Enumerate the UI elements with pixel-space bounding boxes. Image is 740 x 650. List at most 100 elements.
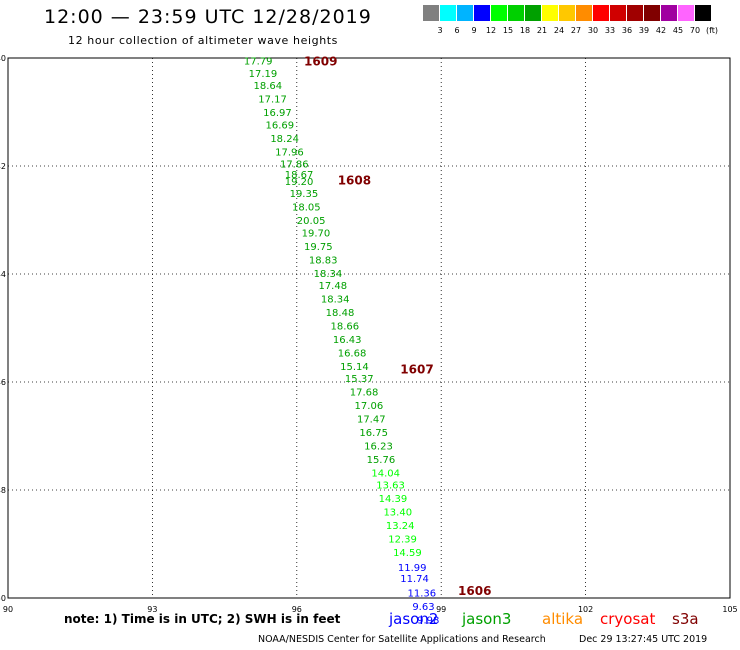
legend-altika: altika bbox=[542, 610, 584, 628]
wave-height-label: 16.69 bbox=[266, 120, 295, 131]
wave-height-label: 14.04 bbox=[371, 469, 400, 480]
wave-height-label: 13.40 bbox=[383, 508, 412, 519]
wave-height-label: 18.83 bbox=[309, 255, 338, 266]
wave-height-label: 17.17 bbox=[258, 95, 287, 106]
colorbar-label: 39 bbox=[638, 26, 650, 35]
colorbar-label: 45 bbox=[672, 26, 684, 35]
lat-tick-label: -46 bbox=[0, 378, 6, 387]
wave-height-label: 16.75 bbox=[359, 428, 388, 439]
colorbar-label: (ft) bbox=[705, 26, 719, 35]
colorbar-swatch bbox=[559, 5, 575, 21]
colorbar-label: 24 bbox=[553, 26, 565, 35]
colorbar-swatch bbox=[440, 5, 456, 21]
wave-height-label: 17.06 bbox=[355, 401, 384, 412]
wave-height-label: 18.05 bbox=[292, 203, 321, 214]
colorbar-label: 6 bbox=[454, 26, 460, 35]
colorbar-swatch bbox=[593, 5, 609, 21]
colorbar-swatch bbox=[525, 5, 541, 21]
wave-height-label: 9.98 bbox=[417, 616, 439, 627]
colorbar-label: 30 bbox=[587, 26, 599, 35]
wave-height-label: 18.67 bbox=[285, 170, 314, 181]
colorbar-swatch bbox=[491, 5, 507, 21]
wave-height-label: 17.68 bbox=[350, 388, 379, 399]
wave-height-label: 13.24 bbox=[386, 521, 415, 532]
wave-height-label: 16.23 bbox=[364, 442, 393, 453]
footer-note: note: 1) Time is in UTC; 2) SWH is in fe… bbox=[64, 612, 341, 626]
lon-tick-label: 105 bbox=[722, 605, 737, 614]
colorbar-label: 33 bbox=[604, 26, 616, 35]
lat-tick-label: -50 bbox=[0, 594, 6, 603]
legend-s3a: s3a bbox=[672, 610, 699, 628]
colorbar-swatch bbox=[457, 5, 473, 21]
timestamp-text: Dec 29 13:27:45 UTC 2019 bbox=[579, 634, 708, 645]
lat-tick-label: -44 bbox=[0, 270, 6, 279]
colorbar-label: 18 bbox=[519, 26, 531, 35]
colorbar-swatch bbox=[610, 5, 626, 21]
wave-height-label: 18.48 bbox=[326, 308, 355, 319]
wave-height-label: 20.05 bbox=[297, 216, 326, 227]
wave-height-label: 18.34 bbox=[314, 269, 343, 280]
pass-number-label: 1608 bbox=[338, 174, 371, 188]
pass-number-label: 1607 bbox=[400, 363, 433, 377]
wave-height-label: 16.43 bbox=[333, 335, 362, 346]
colorbar-label: 70 bbox=[689, 26, 701, 35]
lon-tick-label: 96 bbox=[292, 605, 302, 614]
colorbar-label: 15 bbox=[502, 26, 514, 35]
lat-tick-label: -48 bbox=[0, 486, 6, 495]
wave-height-label: 11.36 bbox=[408, 589, 437, 600]
wave-height-label: 14.59 bbox=[393, 548, 422, 559]
wave-height-label: 18.24 bbox=[270, 134, 299, 145]
wave-height-label: 16.68 bbox=[338, 348, 367, 359]
wave-height-label: 17.86 bbox=[280, 159, 309, 170]
map-frame bbox=[7, 57, 731, 599]
lon-tick-label: 99 bbox=[436, 605, 446, 614]
colorbar-swatch bbox=[695, 5, 711, 21]
colorbar-swatch bbox=[474, 5, 490, 21]
lon-tick-label: 90 bbox=[3, 605, 13, 614]
wave-height-label: 15.76 bbox=[367, 455, 396, 466]
chart-title: 12:00 — 23:59 UTC 12/28/2019 bbox=[44, 6, 372, 28]
legend-cryosat: cryosat bbox=[600, 610, 656, 628]
wave-height-label: 17.19 bbox=[249, 69, 278, 80]
wave-height-label: 18.66 bbox=[330, 321, 359, 332]
wave-height-label: 9.63 bbox=[412, 602, 434, 613]
colorbar-swatch bbox=[644, 5, 660, 21]
chart-subtitle: 12 hour collection of altimeter wave hei… bbox=[68, 34, 339, 47]
colorbar-label: 21 bbox=[536, 26, 548, 35]
credit-text: NOAA/NESDIS Center for Satellite Applica… bbox=[258, 634, 546, 645]
wave-height-label: 19.70 bbox=[302, 228, 331, 239]
colorbar-label: 12 bbox=[485, 26, 497, 35]
lon-tick-label: 102 bbox=[578, 605, 593, 614]
colorbar-swatch bbox=[627, 5, 643, 21]
wave-height-label: 16.97 bbox=[263, 108, 292, 119]
wave-height-label: 11.99 bbox=[398, 563, 427, 574]
wave-height-label: 18.34 bbox=[321, 294, 350, 305]
colorbar-label: 9 bbox=[471, 26, 477, 35]
wave-height-label: 11.74 bbox=[400, 574, 429, 585]
colorbar-label: 27 bbox=[570, 26, 582, 35]
lat-tick-label: -42 bbox=[0, 162, 6, 171]
wave-height-label: 17.96 bbox=[275, 147, 304, 158]
wave-height-label: 12.39 bbox=[388, 535, 417, 546]
wave-height-label: 17.79 bbox=[244, 57, 273, 68]
wave-height-label: 19.35 bbox=[290, 189, 319, 200]
colorbar-swatch bbox=[661, 5, 677, 21]
pass-number-label: 1606 bbox=[458, 584, 491, 598]
colorbar-swatch bbox=[576, 5, 592, 21]
legend-jason2: jason2 bbox=[389, 610, 439, 628]
wave-height-label: 19.75 bbox=[304, 242, 333, 253]
wave-height-label: 18.64 bbox=[253, 81, 282, 92]
colorbar-swatch bbox=[423, 5, 439, 21]
colorbar-label: 36 bbox=[621, 26, 633, 35]
colorbar-label: 3 bbox=[437, 26, 443, 35]
lat-tick-label: -40 bbox=[0, 54, 6, 63]
wave-height-label: 13.63 bbox=[376, 481, 405, 492]
colorbar-label: 42 bbox=[655, 26, 667, 35]
colorbar-swatch bbox=[542, 5, 558, 21]
wave-height-label: 14.39 bbox=[379, 494, 408, 505]
colorbar-swatch bbox=[508, 5, 524, 21]
pass-number-label: 1609 bbox=[304, 55, 337, 69]
wave-height-label: 19.20 bbox=[285, 177, 314, 188]
wave-height-label: 17.48 bbox=[318, 281, 347, 292]
